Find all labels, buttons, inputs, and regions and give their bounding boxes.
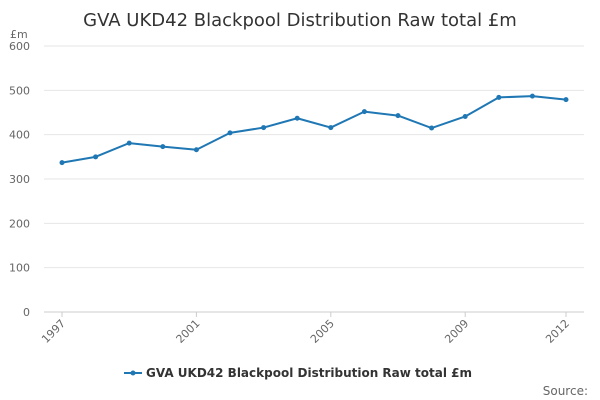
x-tick-label: 2001 bbox=[174, 317, 203, 346]
source-label: Source: bbox=[543, 384, 588, 398]
data-point[interactable] bbox=[395, 113, 401, 119]
legend-label: GVA UKD42 Blackpool Distribution Raw tot… bbox=[146, 366, 472, 380]
y-tick-label: 400 bbox=[9, 129, 30, 142]
data-point[interactable] bbox=[160, 144, 166, 150]
chart-title: GVA UKD42 Blackpool Distribution Raw tot… bbox=[83, 10, 517, 31]
data-point[interactable] bbox=[496, 94, 502, 100]
y-tick-label: 600 bbox=[9, 40, 30, 53]
data-point[interactable] bbox=[294, 115, 300, 121]
series-layer bbox=[59, 93, 569, 166]
x-tick-label: 2005 bbox=[308, 317, 337, 346]
x-tick-label: 2012 bbox=[543, 317, 572, 346]
data-point[interactable] bbox=[126, 140, 132, 146]
x-tick-label: 1997 bbox=[39, 317, 68, 346]
data-point[interactable] bbox=[261, 125, 267, 131]
data-point[interactable] bbox=[529, 93, 535, 99]
data-point[interactable] bbox=[563, 97, 569, 103]
data-point[interactable] bbox=[193, 147, 199, 153]
y-tick-label: 500 bbox=[9, 84, 30, 97]
y-axis-ticks: 0 100 200 300 400 500 600 bbox=[9, 40, 30, 319]
x-tick-label: 2009 bbox=[442, 317, 471, 346]
data-point[interactable] bbox=[59, 160, 65, 166]
x-axis: 1997 2001 2005 2009 2012 bbox=[39, 311, 584, 346]
data-point[interactable] bbox=[429, 125, 435, 131]
data-point[interactable] bbox=[227, 130, 233, 136]
grid-lines bbox=[44, 45, 584, 269]
data-point[interactable] bbox=[462, 113, 468, 119]
data-point[interactable] bbox=[93, 154, 99, 160]
data-point[interactable] bbox=[328, 125, 334, 131]
y-tick-label: 200 bbox=[9, 217, 30, 230]
y-tick-label: 100 bbox=[9, 262, 30, 275]
legend[interactable]: GVA UKD42 Blackpool Distribution Raw tot… bbox=[124, 366, 472, 380]
series-line bbox=[61, 95, 567, 164]
y-tick-label: 300 bbox=[9, 173, 30, 186]
legend-swatch-marker bbox=[130, 370, 136, 376]
y-axis-unit-label: £m bbox=[10, 28, 28, 41]
y-tick-label: 0 bbox=[23, 306, 30, 319]
data-point[interactable] bbox=[361, 109, 367, 115]
